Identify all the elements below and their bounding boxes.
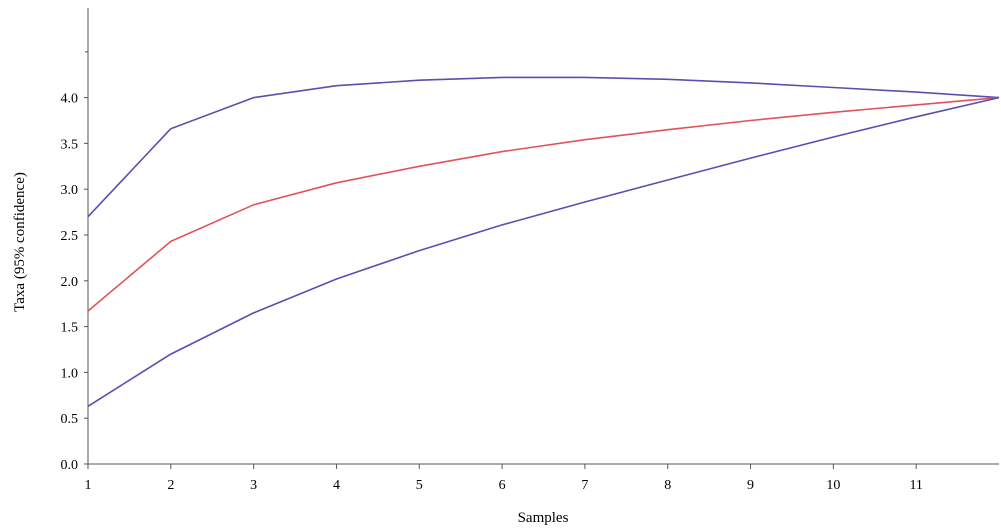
x-tick-label: 9 (747, 478, 754, 493)
series-lines (87, 76, 1000, 407)
y-tick-label: 3.0 (61, 183, 79, 198)
y-tick-label: 3.5 (61, 137, 79, 152)
x-tick-label: 6 (499, 478, 506, 493)
y-tick-label: 0.5 (61, 412, 79, 427)
y-tick-label: 2.0 (61, 275, 79, 290)
series-line-1 (87, 76, 1000, 218)
x-tick-label: 2 (167, 478, 174, 493)
y-tick-label: 4.0 (61, 92, 79, 107)
series-line-2 (87, 96, 1000, 312)
x-tick-label: 8 (664, 478, 671, 493)
x-tick-label: 3 (250, 478, 257, 493)
y-axis-title: Taxa (95% confidence) (12, 172, 28, 312)
x-tick-label: 7 (581, 478, 588, 493)
y-tick-label: 1.5 (61, 321, 79, 336)
x-axis-ticks: 1 2 3 4 5 6 7 8 9 10 11 (85, 464, 923, 493)
series-line-3 (87, 96, 1000, 407)
y-axis-ticks: 0.0 0.5 1.0 1.5 2.0 2.5 3.0 3.5 4.0 (61, 51, 88, 473)
x-tick-label: 4 (333, 478, 340, 493)
x-tick-label: 11 (909, 478, 922, 493)
y-tick-label: 0.0 (61, 458, 79, 473)
x-tick-label: 5 (416, 478, 423, 493)
axes (87, 8, 999, 465)
y-tick-label: 1.0 (61, 366, 79, 381)
x-tick-label: 10 (826, 478, 840, 493)
y-tick-label: 2.5 (61, 229, 79, 244)
x-axis-title: Samples (518, 510, 569, 526)
x-tick-label: 1 (85, 478, 92, 493)
